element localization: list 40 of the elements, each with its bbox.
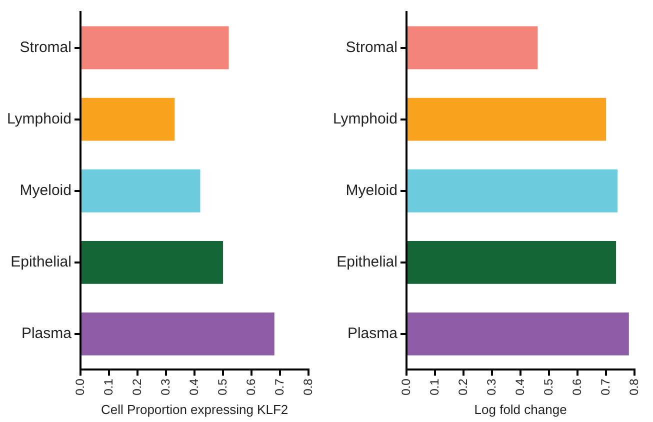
x-tick-label: 0.2 (456, 378, 470, 396)
x-tick-label: 0.8 (626, 378, 641, 396)
y-tick-label: Lymphoid (7, 110, 72, 128)
bar (81, 98, 175, 141)
y-tick-label: Myeloid (20, 182, 72, 199)
x-tick-label: 0.7 (272, 378, 286, 396)
bar (81, 26, 229, 70)
x-tick-label: 0.6 (244, 378, 258, 396)
bar (81, 312, 274, 356)
y-tick-label: Myeloid (346, 182, 398, 199)
y-tick-label: Epithelial (336, 254, 398, 271)
x-tick-label: 0.2 (130, 378, 144, 396)
y-tick-label: Stromal (20, 38, 72, 56)
bar (407, 312, 629, 356)
bar (81, 169, 200, 212)
x-tick-label: 0.1 (101, 378, 116, 396)
bar (407, 240, 616, 284)
bar (407, 98, 606, 141)
x-tick-label: 0.6 (570, 378, 584, 396)
x-axis-title: Log fold change (474, 402, 567, 417)
x-tick-label: 0.0 (72, 378, 87, 396)
x-tick-label: 0.0 (398, 378, 413, 396)
bar (407, 26, 538, 70)
x-tick-label: 0.3 (484, 378, 498, 396)
x-axis-title: Cell Proportion expressing KLF2 (100, 402, 288, 417)
x-tick-label: 0.7 (598, 378, 612, 396)
x-tick-label: 0.5 (215, 378, 230, 396)
bar (407, 169, 618, 212)
y-tick-label: Lymphoid (333, 110, 398, 128)
y-tick-label: Plasma (347, 325, 398, 342)
bar (81, 240, 224, 284)
x-tick-label: 0.1 (427, 378, 442, 396)
y-tick-label: Plasma (21, 325, 72, 342)
x-tick-label: 0.5 (541, 378, 556, 396)
x-tick-label: 0.4 (186, 378, 201, 396)
x-tick-label: 0.4 (512, 378, 527, 396)
y-tick-label: Stromal (346, 38, 398, 56)
x-tick-label: 0.8 (300, 378, 315, 396)
x-tick-label: 0.3 (158, 378, 172, 396)
y-tick-label: Epithelial (10, 254, 72, 271)
